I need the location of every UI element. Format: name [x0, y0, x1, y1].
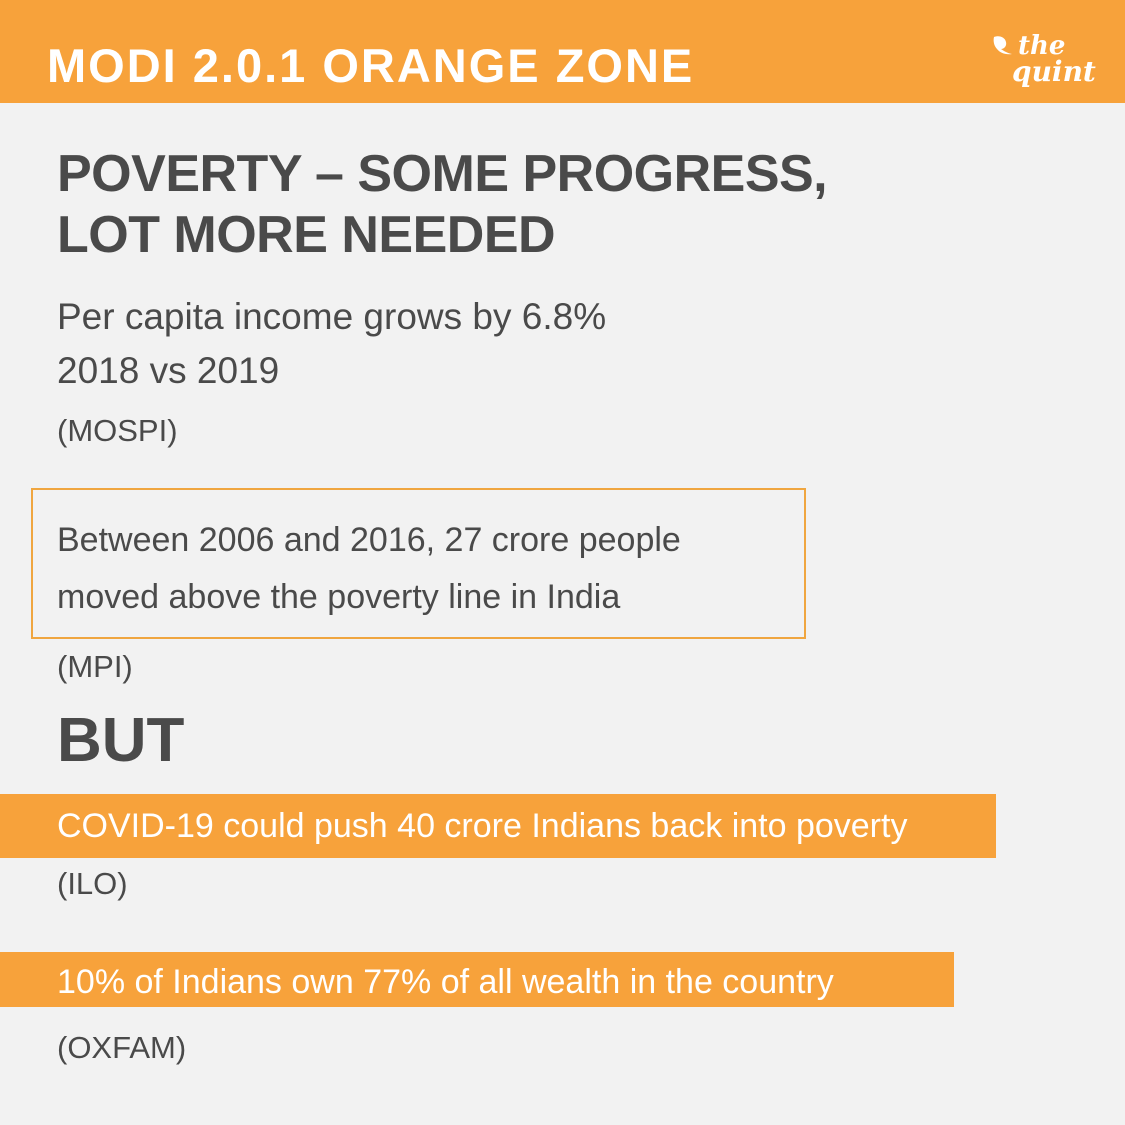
logo-text-the: the [1018, 31, 1066, 61]
headline-line-2: LOT MORE NEEDED [57, 206, 556, 264]
source-oxfam: (OXFAM) [57, 1030, 187, 1065]
page-headline: POVERTY – SOME PROGRESS, LOT MORE NEEDED [57, 144, 828, 266]
source-ilo: (ILO) [57, 866, 128, 901]
logo-text-quint: quint [1012, 55, 1096, 88]
poverty-line-stat-box: Between 2006 and 2016, 27 crore people m… [31, 488, 806, 639]
income-stat-line-2: 2018 vs 2019 [57, 350, 280, 391]
headline-line-1: POVERTY – SOME PROGRESS, [57, 145, 828, 203]
wealth-stat-highlight: 10% of Indians own 77% of all wealth in … [0, 952, 954, 1007]
quint-mark-icon [993, 36, 1012, 55]
covid-stat-highlight: COVID-19 could push 40 crore Indians bac… [0, 794, 996, 858]
income-stat-line-1: Per capita income grows by 6.8% [57, 296, 607, 337]
header-bar: MODI 2.0.1 ORANGE ZONE the quint [0, 0, 1125, 103]
poverty-line-stat-line-1: Between 2006 and 2016, 27 crore people [57, 521, 681, 559]
income-stat: Per capita income grows by 6.8% 2018 vs … [57, 290, 606, 398]
header-title: MODI 2.0.1 ORANGE ZONE [47, 39, 695, 92]
poverty-line-stat-text: Between 2006 and 2016, 27 crore people m… [57, 512, 681, 626]
source-mpi: (MPI) [57, 649, 133, 684]
the-quint-logo: the quint [992, 32, 1102, 96]
poverty-line-stat-line-2: moved above the poverty line in India [57, 578, 621, 616]
source-mospi: (MOSPI) [57, 413, 178, 448]
contrast-word: BUT [57, 706, 185, 775]
